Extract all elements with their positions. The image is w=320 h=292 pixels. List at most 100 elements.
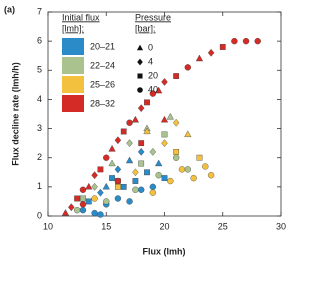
data-point bbox=[173, 149, 180, 155]
data-point bbox=[97, 188, 104, 197]
data-point bbox=[91, 182, 98, 191]
x-tick-label: 15 bbox=[101, 221, 111, 231]
y-tick-label: 1 bbox=[37, 181, 42, 191]
y-tick-label: 2 bbox=[37, 152, 42, 162]
legend-label: 4 bbox=[148, 56, 153, 66]
data-point bbox=[91, 171, 98, 180]
data-point bbox=[114, 195, 122, 202]
data-point bbox=[207, 48, 215, 57]
y-tick-label: 0 bbox=[37, 210, 42, 220]
data-point bbox=[161, 175, 168, 181]
data-point bbox=[137, 148, 145, 156]
data-point bbox=[103, 198, 110, 205]
data-point bbox=[143, 127, 151, 135]
data-point bbox=[80, 195, 86, 202]
data-point bbox=[242, 37, 250, 45]
data-point bbox=[97, 211, 104, 218]
y-tick-label: 5 bbox=[37, 65, 42, 75]
legend-swatch bbox=[62, 95, 84, 112]
data-point bbox=[125, 156, 134, 164]
data-point bbox=[155, 86, 163, 94]
data-point bbox=[85, 198, 92, 205]
data-point bbox=[108, 145, 116, 152]
data-point bbox=[137, 104, 145, 113]
data-point bbox=[73, 206, 81, 214]
data-point bbox=[184, 64, 191, 71]
data-point bbox=[138, 140, 145, 147]
data-point bbox=[173, 73, 180, 79]
y-axis-title: Flux decline rate (lmh/h) bbox=[10, 62, 20, 166]
legend-swatch bbox=[62, 57, 84, 74]
legend-title: [bar]: bbox=[135, 23, 156, 33]
data-point bbox=[195, 54, 204, 62]
data-point bbox=[160, 115, 169, 123]
data-point bbox=[132, 178, 139, 184]
data-point bbox=[138, 186, 145, 193]
x-tick-label: 30 bbox=[276, 221, 286, 231]
data-point bbox=[207, 172, 215, 179]
data-point bbox=[109, 175, 115, 181]
data-point bbox=[79, 186, 87, 193]
data-point bbox=[126, 119, 133, 126]
data-point bbox=[172, 154, 180, 161]
data-point bbox=[91, 195, 98, 202]
data-point bbox=[161, 139, 168, 148]
data-point bbox=[172, 118, 180, 127]
data-point bbox=[114, 136, 122, 145]
legend-label: 20 bbox=[148, 70, 158, 80]
data-point bbox=[219, 44, 226, 50]
data-point bbox=[115, 183, 121, 190]
data-point bbox=[85, 182, 93, 190]
panel-label: (a) bbox=[4, 4, 15, 14]
x-axis-title: Flux (lmh) bbox=[143, 246, 186, 256]
legend-marker bbox=[137, 73, 143, 79]
data-point bbox=[79, 201, 87, 208]
data-point bbox=[114, 165, 122, 174]
y-tick-label: 4 bbox=[37, 94, 42, 104]
data-point bbox=[103, 154, 110, 161]
data-point bbox=[178, 166, 186, 173]
data-point bbox=[132, 186, 139, 193]
data-point bbox=[167, 177, 174, 185]
data-point bbox=[68, 203, 75, 212]
x-tick-label: 25 bbox=[218, 221, 228, 231]
legend-marker bbox=[136, 44, 144, 51]
data-point bbox=[131, 115, 139, 123]
legend-marker bbox=[137, 87, 143, 93]
data-point bbox=[149, 90, 157, 97]
data-point bbox=[61, 209, 70, 216]
data-point bbox=[190, 174, 197, 182]
x-tick-label: 10 bbox=[43, 221, 53, 231]
legend-swatch bbox=[62, 38, 84, 55]
data-point bbox=[114, 177, 122, 185]
data-point bbox=[196, 154, 203, 161]
data-point bbox=[91, 209, 98, 217]
legend-label: 22–24 bbox=[90, 60, 115, 70]
data-point bbox=[184, 130, 192, 137]
data-point bbox=[202, 163, 209, 170]
data-point bbox=[132, 168, 139, 177]
data-point bbox=[144, 169, 150, 176]
y-tick-label: 3 bbox=[37, 123, 42, 133]
legend-title: Initial flux bbox=[62, 12, 100, 22]
data-point bbox=[138, 160, 145, 167]
data-point bbox=[166, 112, 174, 120]
data-point bbox=[126, 198, 133, 205]
data-point bbox=[144, 99, 150, 106]
data-point bbox=[231, 37, 238, 45]
data-point bbox=[184, 166, 191, 173]
legend-label: 40 bbox=[148, 84, 158, 94]
y-tick-label: 7 bbox=[37, 6, 42, 16]
legend-label: 20–21 bbox=[90, 41, 115, 51]
data-point bbox=[120, 128, 127, 135]
data-point bbox=[155, 172, 162, 179]
data-point bbox=[155, 159, 163, 167]
chart: (a) Flux (lmh) Flux decline rate (lmh/h)… bbox=[4, 4, 286, 256]
legend-title: [lmh]: bbox=[62, 23, 84, 33]
data-point bbox=[120, 183, 127, 190]
x-tick-label: 20 bbox=[159, 221, 169, 231]
data-point bbox=[161, 131, 168, 138]
legend-marker bbox=[137, 58, 143, 66]
data-point bbox=[149, 183, 157, 191]
data-point bbox=[79, 206, 87, 214]
